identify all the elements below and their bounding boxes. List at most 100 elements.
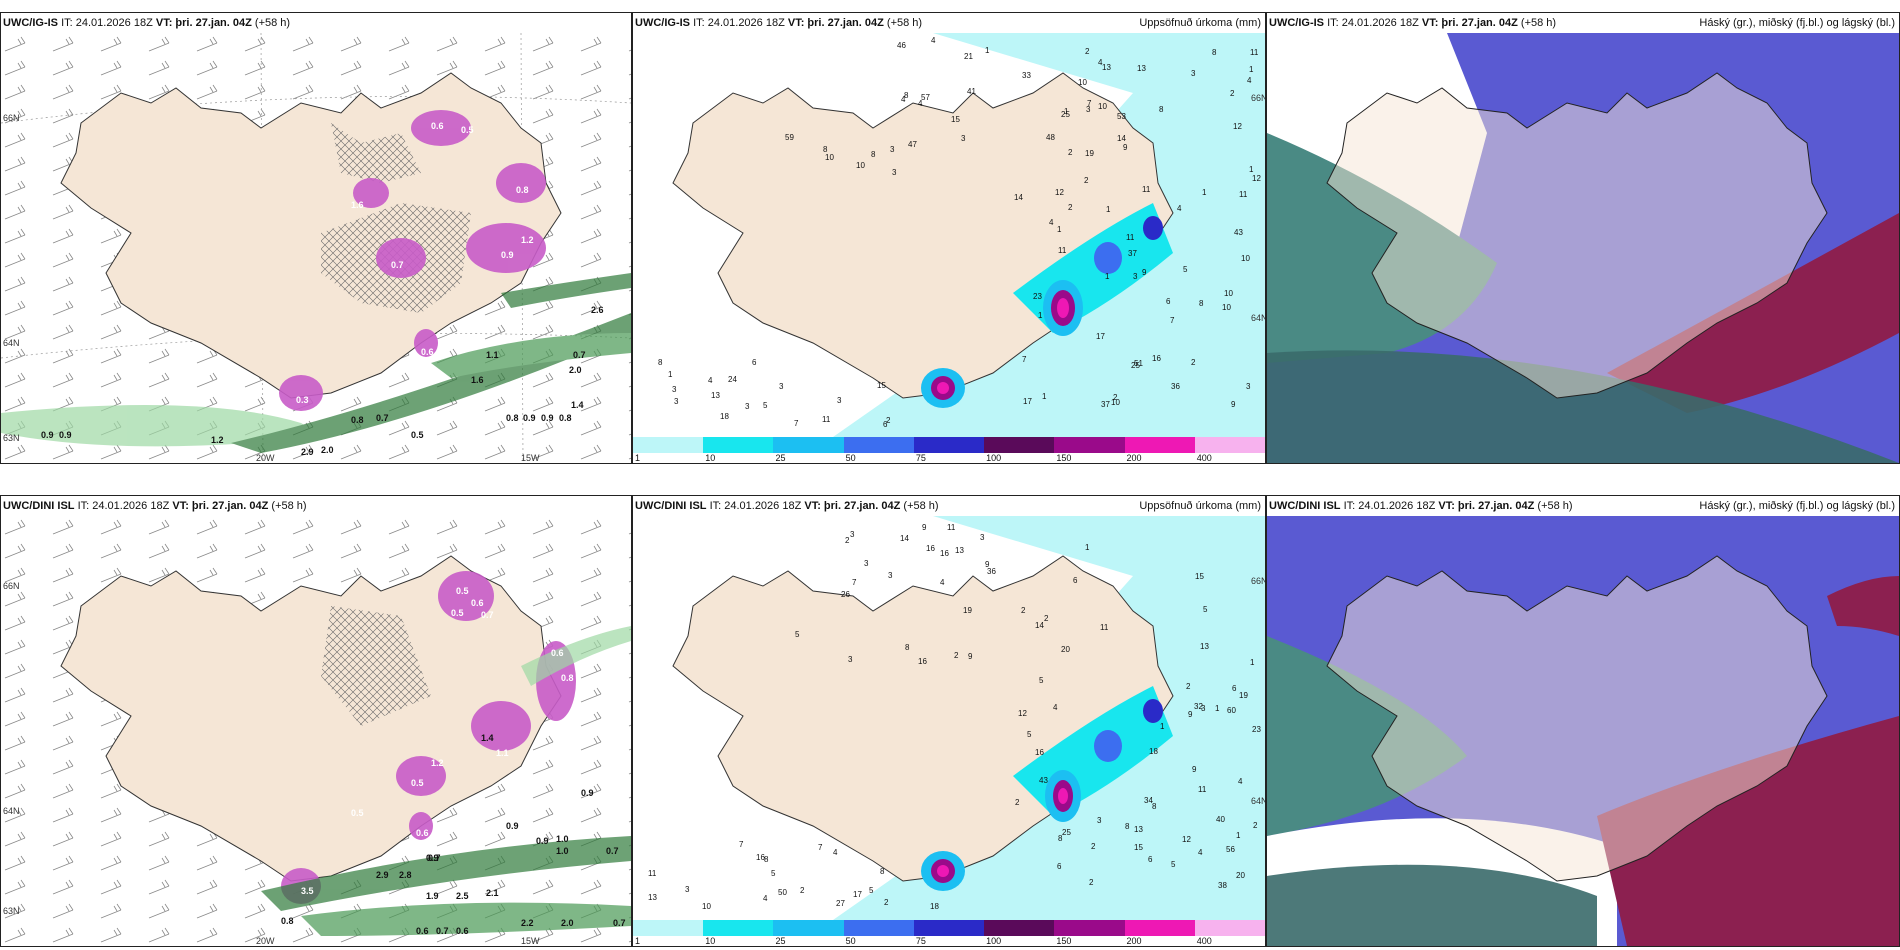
accum-value: 7 [794,419,799,428]
accum-value: 10 [1224,289,1233,298]
accum-value: 4 [708,376,713,385]
accum-value: 11 [1198,785,1207,794]
rain-value: 0.7 [613,918,626,928]
accum-value: 2 [1068,148,1073,157]
accum-value: 11 [1126,233,1135,242]
accum-value: 3 [779,382,784,391]
model-title: UWC/IG-IS [3,17,58,29]
colorbar-tick: 150 [1056,936,1072,946]
colorbar-tick: 400 [1196,453,1212,463]
snow-value: 0.6 [551,648,564,658]
panel-header: UWC/DINI ISL IT: 24.01.2026 18Z VT: þri.… [3,498,627,514]
accum-value: 2 [800,886,805,895]
accum-value: 11 [947,523,956,532]
accum-value: 57 [921,93,930,102]
accum-value: 11 [1250,48,1259,57]
accum-value: 7 [818,843,823,852]
colorbar-tick: 100 [986,936,1002,946]
rain-value: 0.5 [411,430,424,440]
accum-value: 4 [931,36,936,45]
accum-value: 5 [1171,860,1176,869]
accum-value: 3 [892,168,897,177]
accum-value: 3 [685,885,690,894]
colorbar-tick: 200 [1126,453,1142,463]
snow-value: 0.6 [431,121,444,131]
accum-value: 33 [1022,71,1031,80]
accum-value: 25 [1131,361,1140,370]
lead-time: (+58 h) [254,17,291,29]
accum-value: 1 [1249,165,1254,174]
iceland-outline [1326,555,1828,882]
colorbar-tick: 10 [705,936,716,946]
rain-value: 1.4 [571,400,584,410]
accum-value: 17 [1096,332,1105,341]
init-time: IT: 24.01.2026 18Z [77,500,170,512]
accum-value: 3 [864,559,869,568]
accum-value: 6 [1148,855,1153,864]
accum-value: 40 [1216,815,1225,824]
snow-value: 0.7 [581,658,594,668]
lead-time: (+58 h) [271,500,307,512]
rain-value: 1.2 [211,435,224,445]
accum-value: 2 [886,416,891,425]
lead-time: (+58 h) [1537,500,1573,512]
accum-value: 6 [1073,576,1078,585]
colorbar-segment [703,437,775,453]
panel-bottom-left: UWC/DINI ISL IT: 24.01.2026 18Z VT: þri.… [0,495,632,947]
accum-value: 9 [1123,143,1128,152]
accum-value: 18 [1149,747,1158,756]
accum-value: 51 [1134,359,1143,368]
accum-value: 11 [1100,623,1109,632]
snow-value: 0.5 [461,125,474,135]
accum-value: 4 [1098,58,1103,67]
accum-value: 10 [825,153,834,162]
lon-label: 15W [521,453,540,463]
accum-value: 41 [967,87,976,96]
colorbar-segment [1194,437,1265,453]
field-label: Uppsöfnuð úrkoma (mm) [1139,17,1261,29]
accum-value: 26 [841,590,850,599]
accum-value: 8 [764,855,769,864]
accum-value: 4 [901,95,906,104]
colorbar-segment [773,437,845,453]
colorbar-segment [773,920,845,936]
accum-value: 24 [728,375,737,384]
accum-value: 9 [968,652,973,661]
accum-value: 2 [1089,878,1094,887]
accum-value: 16 [918,657,927,666]
accum-value: 25 [1061,110,1070,119]
accum-precip-map: 2113332235624518467328362538138244932511… [633,516,1265,920]
rain-value: 0.8 [351,415,364,425]
accum-value: 8 [904,91,909,100]
rain-value: 0.6 [456,926,469,936]
snow-value: 1.4 [481,733,494,743]
accum-value: 3 [961,134,966,143]
accum-value: 3 [890,145,895,154]
rain-value: 2.1 [486,888,499,898]
accum-value: 15 [877,381,886,390]
accum-value: 32 [1194,702,1203,711]
colorbar-segment [984,920,1056,936]
snow-value: 0.6 [421,347,434,357]
accum-value: 1 [668,370,673,379]
lat-label: 64N [3,806,20,816]
accum-value: 17 [1023,397,1032,406]
colorbar-tick: 25 [775,936,786,946]
rain-value: 2.9 [301,447,314,457]
accum-value: 13 [1200,642,1209,651]
accum-value: 10 [1241,254,1250,263]
iceland-land [60,72,562,399]
colorbar-segment [633,437,705,453]
accum-value: 1 [1085,543,1090,552]
accum-value: 1 [1057,225,1062,234]
accum-value: 12 [1055,188,1064,197]
snow-value: 0.5 [456,586,469,596]
panel-header: UWC/IG-IS IT: 24.01.2026 18Z VT: þri. 27… [3,15,627,31]
accum-value: 11 [1142,185,1151,194]
accum-value: 16 [940,549,949,558]
accum-value: 6 [1057,862,1062,871]
lon-label: 20W [256,453,275,463]
accum-value: 2 [1085,47,1090,56]
rain-value: 0.7 [436,926,449,936]
accum-value: 5 [763,401,768,410]
